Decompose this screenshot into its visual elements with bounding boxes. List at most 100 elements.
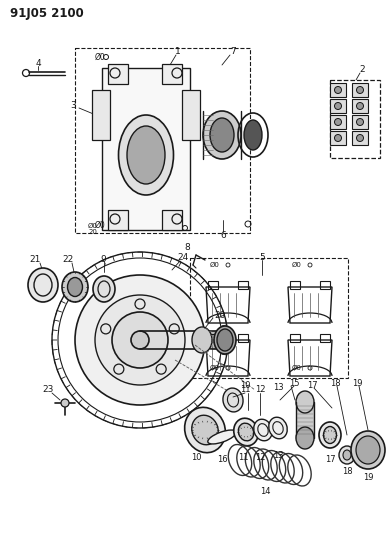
Ellipse shape — [127, 126, 165, 184]
Text: 11: 11 — [240, 385, 250, 394]
Text: 4: 4 — [35, 59, 41, 68]
Ellipse shape — [118, 115, 174, 195]
Ellipse shape — [323, 426, 336, 443]
Text: Ø0: Ø0 — [94, 221, 105, 230]
Ellipse shape — [269, 417, 287, 439]
Circle shape — [334, 118, 341, 125]
Ellipse shape — [339, 446, 355, 464]
Ellipse shape — [296, 391, 314, 413]
Bar — [140, 331, 225, 349]
Ellipse shape — [93, 276, 115, 302]
Text: Ø0: Ø0 — [210, 365, 220, 371]
Text: 11: 11 — [238, 454, 248, 463]
Text: Ø0: Ø0 — [94, 52, 105, 61]
Circle shape — [356, 102, 363, 109]
Circle shape — [334, 102, 341, 109]
Ellipse shape — [131, 331, 149, 349]
Text: 5: 5 — [259, 253, 265, 262]
Circle shape — [356, 118, 363, 125]
Ellipse shape — [208, 430, 236, 444]
Text: 10: 10 — [240, 381, 250, 390]
Circle shape — [95, 295, 185, 385]
Bar — [296, 402, 314, 438]
Bar — [238, 281, 248, 289]
Text: 10: 10 — [191, 454, 201, 463]
Circle shape — [334, 86, 341, 93]
Text: Ø0: Ø0 — [292, 365, 302, 371]
Bar — [320, 334, 330, 342]
Bar — [190, 258, 348, 378]
Ellipse shape — [28, 268, 58, 302]
Text: 8: 8 — [184, 244, 190, 253]
Circle shape — [334, 134, 341, 141]
Text: 13: 13 — [273, 384, 283, 392]
Text: 13: 13 — [273, 451, 283, 461]
Ellipse shape — [214, 326, 236, 354]
Text: 7: 7 — [230, 47, 236, 56]
Ellipse shape — [254, 419, 272, 441]
Circle shape — [112, 312, 168, 368]
Bar — [108, 210, 128, 230]
Ellipse shape — [234, 418, 258, 446]
Bar — [330, 80, 380, 158]
Bar — [330, 83, 346, 97]
Ellipse shape — [238, 423, 254, 441]
Text: 17: 17 — [325, 456, 335, 464]
Text: Ø0: Ø0 — [210, 262, 220, 268]
Ellipse shape — [319, 422, 341, 448]
Ellipse shape — [192, 327, 212, 353]
Text: 1: 1 — [175, 47, 181, 56]
Bar — [320, 281, 330, 289]
Text: 91J05 2100: 91J05 2100 — [10, 7, 84, 20]
Ellipse shape — [343, 450, 351, 460]
Bar — [330, 115, 346, 129]
Ellipse shape — [217, 329, 233, 351]
Ellipse shape — [62, 272, 88, 302]
Ellipse shape — [356, 436, 380, 464]
Text: Ø0: Ø0 — [88, 223, 98, 229]
Ellipse shape — [244, 120, 262, 150]
Text: 23: 23 — [42, 385, 54, 394]
Bar — [330, 99, 346, 113]
Bar — [182, 90, 200, 140]
Circle shape — [61, 399, 69, 407]
Text: 17: 17 — [307, 381, 317, 390]
Ellipse shape — [296, 427, 314, 449]
Text: 19: 19 — [352, 378, 362, 387]
Text: 9: 9 — [100, 255, 106, 264]
Bar — [330, 131, 346, 145]
Bar — [102, 68, 190, 230]
Ellipse shape — [203, 111, 241, 159]
Circle shape — [356, 134, 363, 141]
Text: 14: 14 — [260, 488, 270, 497]
Bar — [290, 334, 300, 342]
Text: 18: 18 — [342, 467, 352, 477]
Bar — [208, 334, 218, 342]
Text: 24: 24 — [177, 254, 189, 262]
Text: 3: 3 — [70, 101, 76, 109]
Ellipse shape — [223, 388, 243, 412]
Text: 20: 20 — [214, 311, 226, 319]
Bar — [352, 131, 368, 145]
Text: 12: 12 — [255, 385, 265, 394]
Ellipse shape — [210, 118, 234, 152]
Text: 18: 18 — [330, 378, 340, 387]
Bar — [352, 83, 368, 97]
Text: 6: 6 — [220, 230, 226, 239]
Text: 20: 20 — [89, 229, 98, 235]
Ellipse shape — [67, 278, 82, 296]
Bar — [92, 90, 110, 140]
Bar — [162, 210, 182, 230]
Text: 22: 22 — [62, 255, 74, 264]
Text: 12: 12 — [255, 454, 265, 463]
Text: 21: 21 — [29, 255, 41, 264]
Ellipse shape — [185, 407, 225, 453]
Bar — [290, 281, 300, 289]
Text: Ø0: Ø0 — [292, 262, 302, 268]
Text: 19: 19 — [363, 473, 373, 482]
Circle shape — [356, 86, 363, 93]
Bar — [352, 99, 368, 113]
Ellipse shape — [351, 431, 385, 469]
Bar — [238, 334, 248, 342]
Text: 16: 16 — [217, 456, 227, 464]
